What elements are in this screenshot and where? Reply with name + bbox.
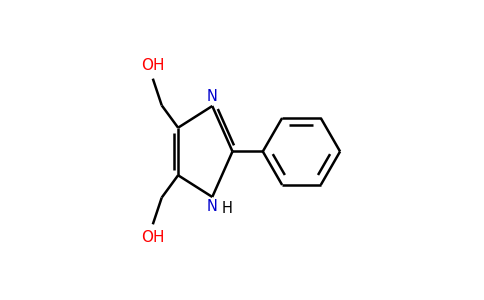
Text: N: N [207, 88, 218, 104]
Text: H: H [222, 200, 233, 215]
Text: OH: OH [141, 230, 165, 245]
Text: N: N [207, 199, 218, 214]
Text: OH: OH [141, 58, 165, 73]
